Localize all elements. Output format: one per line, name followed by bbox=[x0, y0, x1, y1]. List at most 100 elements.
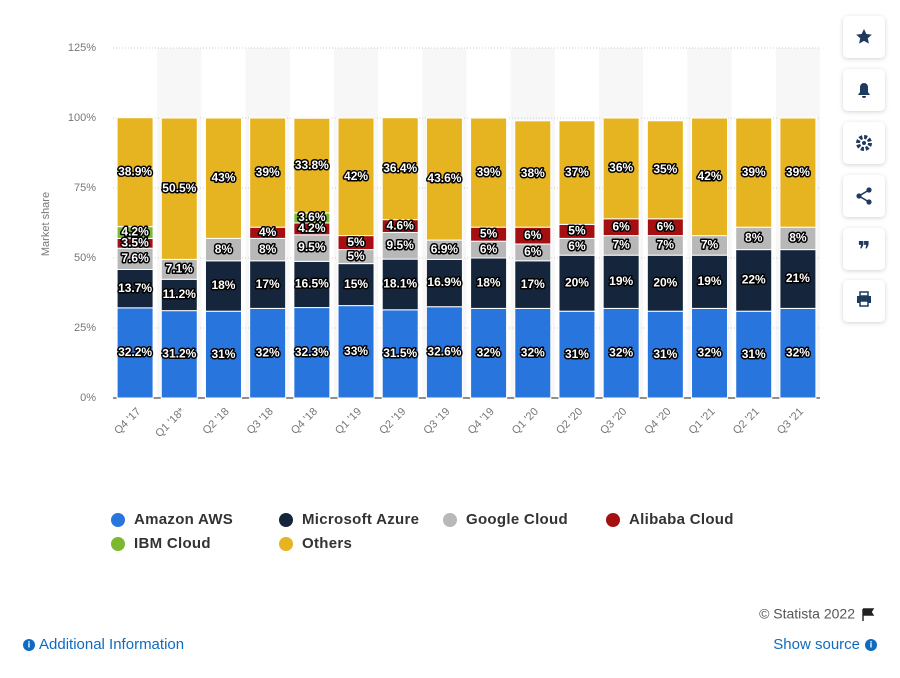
legend-item[interactable]: Microsoft Azure bbox=[279, 511, 419, 528]
bar-segment bbox=[514, 260, 552, 309]
show-source-link[interactable]: Show source i bbox=[773, 636, 877, 653]
data-label: 6% bbox=[657, 219, 675, 233]
bar-segment bbox=[337, 305, 375, 399]
data-label: 4.6% bbox=[387, 218, 415, 232]
bar-segment bbox=[514, 120, 552, 228]
data-label: 4.2% bbox=[121, 225, 149, 239]
share-button[interactable] bbox=[843, 175, 885, 217]
y-tick-label: 50% bbox=[74, 252, 96, 264]
bar-segment bbox=[425, 117, 463, 241]
legend-label: Alibaba Cloud bbox=[629, 511, 734, 528]
sidebar: ❞ bbox=[843, 16, 885, 322]
link-text[interactable]: Additional Information bbox=[39, 636, 184, 653]
data-label: 6.9% bbox=[431, 242, 459, 256]
additional-info-link[interactable]: i Additional Information bbox=[23, 636, 184, 653]
data-label: 39% bbox=[256, 165, 280, 179]
legend-swatch bbox=[443, 513, 457, 527]
bar-segment bbox=[425, 258, 463, 308]
y-tick-label: 75% bbox=[74, 182, 96, 194]
cite-button[interactable]: ❞ bbox=[843, 228, 885, 270]
data-label: 35% bbox=[653, 162, 677, 176]
x-tick-label: Q3 '21 bbox=[775, 406, 806, 437]
bar-segment bbox=[249, 307, 287, 399]
data-label: 8% bbox=[789, 231, 807, 245]
data-label: 9.5% bbox=[387, 238, 415, 252]
bar-segment bbox=[293, 117, 331, 214]
data-label: 32.6% bbox=[427, 345, 461, 359]
legend-item[interactable]: IBM Cloud bbox=[111, 535, 211, 552]
bar-segment bbox=[514, 307, 552, 399]
data-label: 36.4% bbox=[383, 161, 417, 175]
data-label: 5% bbox=[347, 249, 365, 263]
legend-swatch bbox=[111, 513, 125, 527]
x-tick-label: Q3 '19 bbox=[421, 406, 452, 437]
data-label: 8% bbox=[259, 242, 277, 256]
bar-segment bbox=[470, 307, 508, 399]
data-label: 19% bbox=[609, 274, 633, 288]
data-label: 32.2% bbox=[118, 345, 152, 359]
data-label: 31.2% bbox=[162, 346, 196, 360]
x-tick-label: Q4 '19 bbox=[466, 406, 497, 437]
bar-segment bbox=[160, 310, 198, 399]
data-label: 18.1% bbox=[383, 277, 417, 291]
data-label: 39% bbox=[786, 165, 810, 179]
legend-swatch bbox=[279, 537, 293, 551]
x-tick-label: Q1 '19 bbox=[333, 406, 364, 437]
bar-segment bbox=[779, 117, 817, 228]
data-label: 17% bbox=[256, 277, 280, 291]
legend-item[interactable]: Amazon AWS bbox=[111, 511, 233, 528]
legend-item[interactable]: Others bbox=[279, 535, 352, 552]
bar-segment bbox=[735, 117, 773, 228]
y-tick-label: 125% bbox=[68, 42, 96, 54]
legend-swatch bbox=[279, 513, 293, 527]
data-label: 31% bbox=[653, 347, 677, 361]
bar-segment bbox=[691, 117, 729, 237]
data-label: 32% bbox=[786, 345, 810, 359]
bar-segment bbox=[558, 254, 596, 312]
legend-swatch bbox=[111, 537, 125, 551]
print-button[interactable] bbox=[843, 280, 885, 322]
bar-segment bbox=[381, 117, 419, 221]
bar-segment bbox=[691, 307, 729, 399]
bar-segment bbox=[293, 260, 331, 309]
bar-segment bbox=[204, 310, 242, 399]
link-text[interactable]: Show source bbox=[773, 636, 860, 653]
settings-button[interactable] bbox=[843, 122, 885, 164]
legend-label: IBM Cloud bbox=[134, 535, 211, 552]
data-label: 31% bbox=[565, 347, 589, 361]
data-label: 33% bbox=[344, 344, 368, 358]
y-axis-title: Market share bbox=[40, 192, 52, 256]
data-label: 32% bbox=[698, 345, 722, 359]
alert-button[interactable] bbox=[843, 69, 885, 111]
bar-segment bbox=[337, 117, 375, 237]
data-label: 31.5% bbox=[383, 346, 417, 360]
bar-segment bbox=[646, 120, 684, 220]
bar-segment bbox=[160, 278, 198, 312]
data-label: 7.6% bbox=[121, 251, 149, 265]
legend-swatch bbox=[606, 513, 620, 527]
data-label: 6% bbox=[524, 245, 542, 259]
legend-item[interactable]: Alibaba Cloud bbox=[606, 511, 734, 528]
bar-segment bbox=[691, 254, 729, 309]
bar-segment bbox=[381, 258, 419, 311]
data-label: 31% bbox=[211, 347, 235, 361]
data-label: 43% bbox=[211, 170, 235, 184]
data-label: 5% bbox=[568, 224, 586, 238]
data-label: 7% bbox=[701, 238, 719, 252]
bar-segment bbox=[381, 232, 419, 260]
bar-segment bbox=[735, 310, 773, 399]
data-label: 20% bbox=[653, 275, 677, 289]
favorite-button[interactable] bbox=[843, 16, 885, 58]
bar-segment bbox=[381, 309, 419, 399]
x-tick-label: Q4 '17 bbox=[112, 406, 143, 437]
bar-segment bbox=[470, 117, 508, 228]
data-label: 16.9% bbox=[427, 275, 461, 289]
svg-text:❞: ❞ bbox=[858, 237, 871, 262]
bar-segment bbox=[602, 117, 640, 220]
data-label: 5% bbox=[347, 235, 365, 249]
data-label: 13.7% bbox=[118, 281, 152, 295]
bar-segment bbox=[116, 117, 154, 228]
legend-item[interactable]: Google Cloud bbox=[443, 511, 568, 528]
data-label: 38% bbox=[521, 166, 545, 180]
x-tick-label: Q1 '18* bbox=[153, 405, 188, 440]
